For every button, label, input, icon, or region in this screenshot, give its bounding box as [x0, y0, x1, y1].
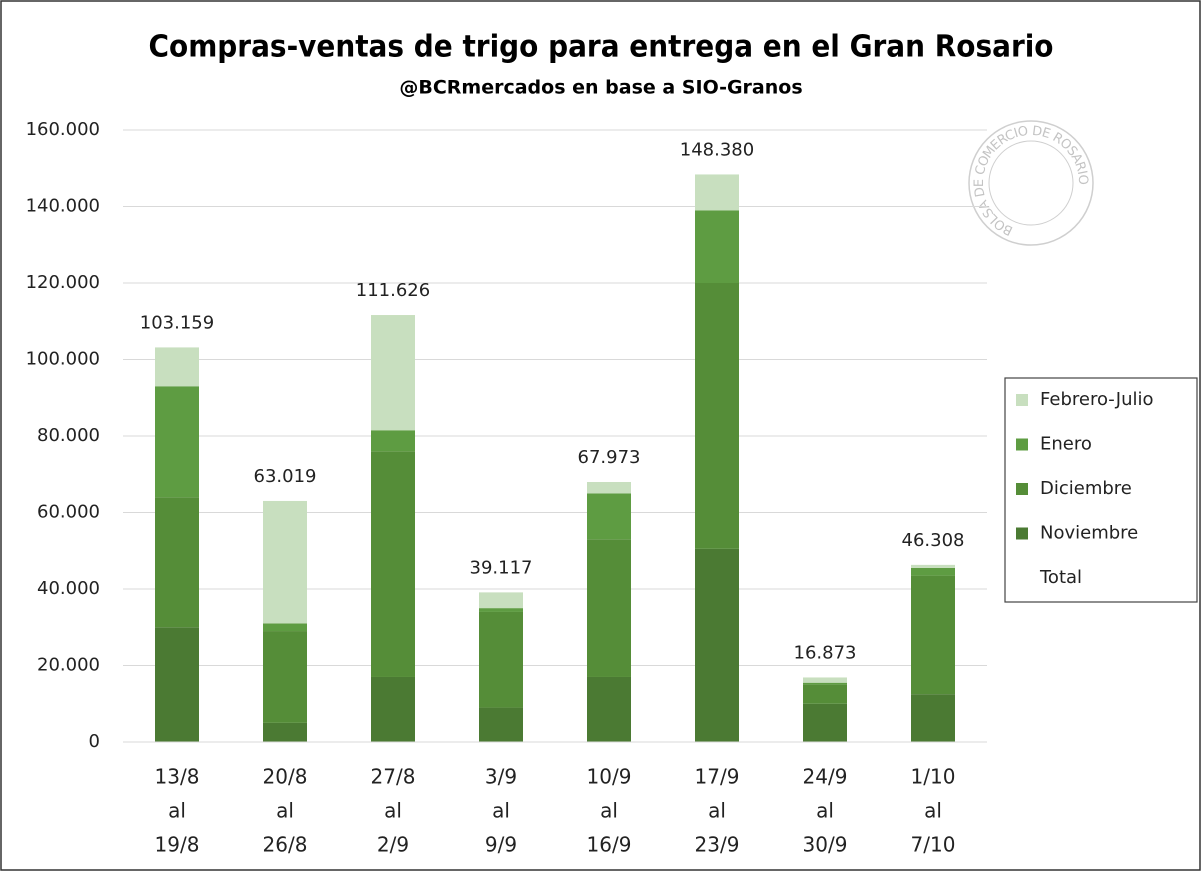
bar-segment	[587, 482, 631, 494]
x-tick-label: 16/9	[587, 833, 632, 857]
x-tick-label: 23/9	[695, 833, 740, 857]
total-label: 111.626	[356, 280, 430, 301]
bar-segment	[371, 430, 415, 452]
bar-segment	[911, 575, 955, 695]
bar-segment	[263, 500, 307, 624]
x-tick-label: 24/9	[803, 765, 848, 789]
bar-segment	[587, 493, 631, 540]
x-tick-label: al	[600, 799, 618, 823]
total-label: 16.873	[794, 642, 857, 663]
bar-segment	[803, 684, 847, 704]
bar-segment	[479, 608, 523, 612]
bar-segment	[587, 539, 631, 677]
total-label: 67.973	[578, 447, 641, 468]
bar-segment	[803, 677, 847, 683]
total-label: 148.380	[680, 139, 754, 160]
bar-segment	[155, 497, 199, 628]
chart-title: Compras-ventas de trigo para entrega en …	[149, 30, 1054, 65]
seal-ring	[968, 120, 1094, 246]
bar-segment	[911, 564, 955, 568]
bar-segment	[371, 315, 415, 431]
legend-box	[1004, 377, 1198, 603]
x-tick-label: al	[492, 799, 510, 823]
y-tick-label: 20.000	[37, 655, 100, 676]
x-tick-label: 27/8	[371, 765, 416, 789]
bar-segment	[695, 210, 739, 283]
legend-label: Febrero-Julio	[1040, 389, 1154, 410]
legend-swatch	[1016, 394, 1028, 406]
x-tick-label: al	[276, 799, 294, 823]
y-tick-label: 120.000	[26, 272, 100, 293]
x-tick-label: 1/10	[911, 765, 956, 789]
y-tick-label: 140.000	[26, 196, 100, 217]
x-tick-label: 26/8	[263, 833, 308, 857]
legend-label: Enero	[1040, 434, 1092, 455]
bar-segment	[479, 707, 523, 742]
total-label: 63.019	[254, 466, 317, 487]
legend-swatch	[1016, 527, 1028, 540]
y-tick-label: 160.000	[26, 119, 100, 140]
bar-segment	[155, 386, 199, 498]
total-label: 39.117	[470, 557, 533, 578]
bar-segment	[695, 548, 739, 742]
x-tick-label: 30/9	[803, 833, 848, 857]
legend-label: Total	[1039, 567, 1082, 588]
y-tick-label: 40.000	[37, 578, 100, 599]
bar-segment	[695, 283, 739, 549]
bar-segment	[803, 703, 847, 742]
bar-segment	[911, 567, 955, 576]
bar-segment	[479, 592, 523, 609]
x-tick-label: al	[816, 799, 834, 823]
x-tick-label: al	[384, 799, 402, 823]
x-tick-label: al	[708, 799, 726, 823]
chart-subtitle: @BCRmercados en base a SIO-Granos	[399, 77, 802, 99]
x-tick-label: 10/9	[587, 765, 632, 789]
bar-segment	[587, 676, 631, 742]
x-tick-label: 2/9	[377, 833, 409, 857]
x-tick-label: 19/8	[155, 833, 200, 857]
x-tick-label: 3/9	[485, 765, 517, 789]
bar-segment	[263, 722, 307, 742]
x-tick-label: al	[168, 799, 186, 823]
legend-label: Diciembre	[1040, 478, 1132, 499]
bar-segment	[263, 631, 307, 723]
seal-ring	[988, 140, 1074, 226]
x-tick-label: 13/8	[155, 765, 200, 789]
y-tick-label: 60.000	[37, 502, 100, 523]
x-tick-label: 7/10	[911, 833, 956, 857]
bar-segment	[371, 451, 415, 677]
bar-segment	[911, 694, 955, 742]
x-tick-label: al	[924, 799, 942, 823]
bar-segment	[803, 682, 847, 685]
legend-swatch	[1016, 483, 1028, 495]
y-tick-label: 80.000	[37, 425, 100, 446]
bar-segment	[695, 174, 739, 211]
legend-swatch	[1016, 438, 1028, 451]
bar-segment	[155, 347, 199, 387]
legend-label: Noviembre	[1040, 523, 1138, 544]
total-label: 103.159	[140, 312, 214, 333]
y-tick-label: 100.000	[26, 349, 100, 370]
bar-segment	[155, 627, 199, 742]
bar-segment	[263, 623, 307, 632]
x-tick-label: 9/9	[485, 833, 517, 857]
bar-segment	[479, 611, 523, 708]
x-tick-label: 20/8	[263, 765, 308, 789]
total-label: 46.308	[902, 530, 965, 551]
x-tick-label: 17/9	[695, 765, 740, 789]
y-tick-label: 0	[89, 731, 100, 752]
bar-segment	[371, 676, 415, 742]
